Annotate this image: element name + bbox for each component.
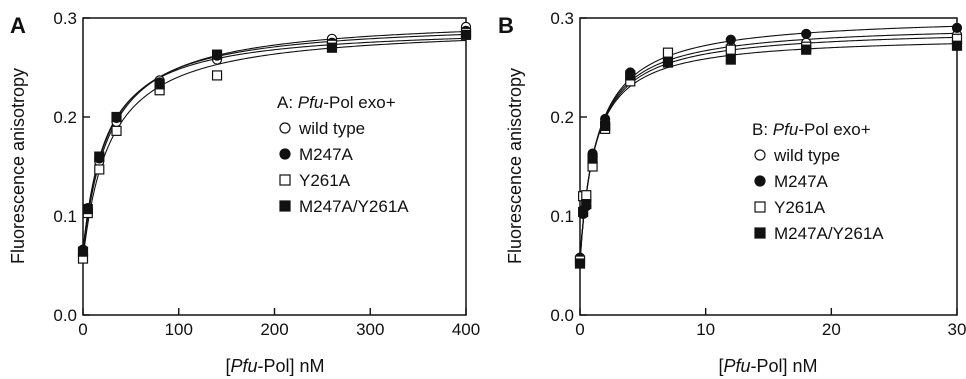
- data-point: [326, 42, 338, 53]
- data-point: [82, 203, 93, 215]
- panel-a-ticks: 0 100 200 300 400 0.0 0.1 0.2 0.3: [53, 9, 480, 339]
- y-tick-label: 0.2: [550, 108, 574, 127]
- legend-entry-label: Y261A: [299, 171, 351, 190]
- legend-marker: [279, 200, 291, 212]
- y-tick-label: 0.0: [550, 306, 574, 325]
- x-tick-label: 400: [452, 320, 480, 339]
- y-tick-label: 0.2: [53, 108, 77, 127]
- legend-entry-label: Y261A: [774, 198, 826, 217]
- panel-a-y-axis-label: Fluorescence anisotropy: [8, 68, 28, 264]
- data-point: [460, 29, 472, 40]
- fit-curve: [579, 25, 958, 258]
- legend-marker: [754, 227, 766, 239]
- y-tick-label: 0.1: [53, 207, 77, 226]
- y-tick-label: 0.3: [550, 9, 574, 28]
- x-tick-label: 30: [948, 320, 966, 339]
- fit-curve: [82, 37, 467, 252]
- panel-b-data-points: [574, 22, 963, 269]
- data-point: [154, 79, 165, 90]
- fit-curve: [579, 32, 958, 260]
- panel-b-x-axis-label: [Pfu-Pol] nM: [718, 356, 817, 376]
- x-tick-label: 10: [696, 320, 715, 339]
- data-point: [725, 44, 736, 55]
- x-tick-label: 20: [822, 320, 841, 339]
- legend-entry-label: M247A: [774, 172, 829, 191]
- legend-entry-label: wild type: [773, 146, 840, 165]
- data-point: [625, 70, 636, 81]
- data-point: [94, 164, 105, 175]
- data-point: [951, 40, 963, 51]
- panel-a-legend-title: A: Pfu-Pol exo+: [277, 93, 396, 112]
- panel-a-fit-curves: [82, 30, 467, 259]
- legend-marker: [279, 174, 291, 186]
- panel-b-legend-title: B: Pfu-Pol exo+: [752, 120, 871, 139]
- legend-entry-label: M247A/Y261A: [774, 224, 884, 243]
- data-point: [801, 28, 812, 39]
- panel-b-legend: B: Pfu-Pol exo+ wild type M247A Y261A M247A…: [752, 120, 884, 243]
- fit-curve: [82, 30, 467, 254]
- panel-a-letter: A: [10, 13, 26, 38]
- panel-a-plot-frame: [82, 17, 467, 316]
- panel-a-legend-items: wild type M247A Y261A M247A/Y261A: [279, 119, 409, 216]
- data-point: [725, 54, 736, 65]
- data-point: [801, 44, 812, 55]
- data-point: [662, 57, 674, 68]
- panel-b-letter: B: [498, 13, 514, 38]
- panel-b-ticks: 0 10 20 30 0.0 0.1 0.2 0.3: [550, 9, 966, 339]
- fit-curve: [82, 39, 467, 259]
- data-point: [581, 190, 592, 201]
- data-point: [574, 258, 586, 269]
- fit-curve: [579, 36, 958, 261]
- data-point: [211, 70, 223, 81]
- data-point: [600, 120, 611, 132]
- data-point: [111, 111, 122, 123]
- legend-marker: [754, 149, 766, 161]
- x-tick-label: 300: [356, 320, 384, 339]
- x-tick-label: 0: [575, 320, 584, 339]
- data-point: [951, 22, 963, 33]
- panel-a-legend: A: Pfu-Pol exo+ wild type M247A Y261A M247A…: [277, 93, 409, 216]
- panel-a: A 0 100 200 300 400 0.0 0.1 0.2 0.3 [Pfu-Pol] nM…: [8, 9, 480, 376]
- data-point: [581, 199, 592, 210]
- fit-curve: [82, 33, 467, 250]
- y-tick-label: 0.3: [53, 9, 77, 28]
- y-tick-label: 0.1: [550, 207, 574, 226]
- x-tick-label: 100: [165, 320, 193, 339]
- legend-marker: [279, 148, 291, 160]
- panel-b-plot-frame: [579, 17, 958, 316]
- legend-marker: [754, 175, 766, 187]
- data-point: [94, 151, 105, 162]
- panel-b-y-axis-label: Fluorescence anisotropy: [505, 68, 525, 264]
- legend-entry-label: M247A/Y261A: [299, 197, 409, 216]
- data-point: [725, 34, 736, 45]
- legend-marker: [754, 201, 766, 213]
- panel-b-fit-curves: [579, 25, 958, 264]
- data-point: [662, 47, 674, 58]
- legend-marker: [279, 122, 291, 134]
- data-point: [587, 153, 598, 164]
- x-tick-label: 200: [260, 320, 288, 339]
- fit-curve: [579, 43, 958, 264]
- data-point: [77, 246, 89, 257]
- legend-entry-label: wild type: [298, 119, 365, 138]
- panel-b-legend-items: wild type M247A Y261A M247A/Y261A: [754, 146, 884, 243]
- data-point: [111, 125, 122, 136]
- panel-a-x-axis-label: [Pfu-Pol] nM: [225, 356, 324, 376]
- panel-b: B 0 10 20 30 0.0 0.1 0.2 0.3 [Pfu-Pol] nM Fluor…: [498, 9, 966, 376]
- legend-entry-label: M247A: [299, 145, 354, 164]
- y-tick-label: 0.0: [53, 306, 77, 325]
- x-tick-label: 0: [78, 320, 87, 339]
- data-point: [211, 49, 223, 60]
- panel-a-data-points: [77, 21, 472, 264]
